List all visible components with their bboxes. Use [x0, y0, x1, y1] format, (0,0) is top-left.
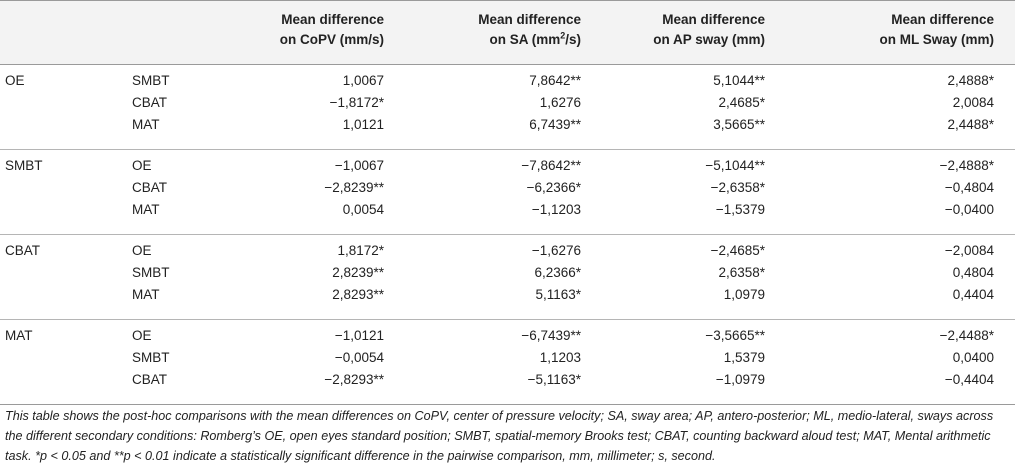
cell-ml: −0,0400 — [944, 202, 994, 217]
header-ap-sway: Mean difference on AP sway (mm) — [653, 12, 765, 47]
cell-copv: 0,0054 — [342, 202, 384, 217]
table-group: SMBT OE −1,0067 −7,8642** −5,1044** −2,4888* C… — [0, 150, 1015, 235]
cell-ap: −2,6358* — [710, 180, 765, 195]
header-sa: Mean difference on SA (mm2/s) — [478, 10, 581, 50]
group-label: SMBT — [5, 158, 43, 173]
table-row: OE SMBT 1,0067 7,8642** 5,1044** 2,4888* — [0, 70, 1015, 92]
table-row: CBAT OE 1,8172* −1,6276 −2,4685* −2,0084 — [0, 240, 1015, 262]
cell-ml: 0,0400 — [952, 350, 994, 365]
table-row: SMBT 2,8239** 6,2366* 2,6358* 0,4804 — [0, 262, 1015, 284]
comparison-label: OE — [132, 158, 152, 173]
table-row: MAT 2,8293** 5,1163* 1,0979 0,4404 — [0, 284, 1015, 306]
cell-ml: 2,4888* — [947, 73, 994, 88]
cell-sa: 5,1163* — [535, 287, 581, 302]
cell-ap: 2,6358* — [718, 265, 765, 280]
cell-ml: 2,0084 — [952, 95, 994, 110]
cell-copv: −2,8239** — [324, 180, 384, 195]
table-row: MAT OE −1,0121 −6,7439** −3,5665** −2,4488* — [0, 325, 1015, 347]
header-copv: Mean difference on CoPV (mm/s) — [279, 12, 384, 47]
cell-copv: 1,0121 — [342, 117, 384, 132]
comparison-label: SMBT — [132, 350, 170, 365]
comparison-label: CBAT — [132, 372, 168, 387]
header-sa-unit: on SA (mm2/s) — [489, 30, 581, 47]
group-label: MAT — [5, 328, 33, 343]
cell-ml: 2,4488* — [947, 117, 994, 132]
cell-sa: 1,1203 — [539, 350, 581, 365]
cell-ml: −0,4404 — [944, 372, 994, 387]
cell-copv: −1,0067 — [334, 158, 384, 173]
table-row: SMBT OE −1,0067 −7,8642** −5,1044** −2,4888* — [0, 155, 1015, 177]
group-label: CBAT — [5, 243, 41, 258]
cell-ap: 2,4685* — [718, 95, 765, 110]
table-group: CBAT OE 1,8172* −1,6276 −2,4685* −2,0084 SMBT 2… — [0, 235, 1015, 320]
comparison-label: MAT — [132, 287, 160, 302]
table-header: Mean difference on CoPV (mm/s) Mean diff… — [0, 0, 1015, 65]
cell-sa: −6,2366* — [526, 180, 581, 195]
cell-sa: −7,8642** — [521, 158, 581, 173]
cell-ml: 0,4804 — [952, 265, 994, 280]
cell-ap: 1,0979 — [723, 287, 765, 302]
cell-copv: −2,8293** — [324, 372, 384, 387]
comparison-label: SMBT — [132, 73, 170, 88]
cell-ap: −3,5665** — [705, 328, 765, 343]
cell-ap: −1,5379 — [715, 202, 765, 217]
cell-sa: −6,7439** — [521, 328, 581, 343]
table-row: CBAT −2,8293** −5,1163* −1,0979 −0,4404 — [0, 369, 1015, 391]
results-table: Mean difference on CoPV (mm/s) Mean diff… — [0, 0, 1015, 405]
cell-ml: −2,0084 — [944, 243, 994, 258]
table-row: SMBT −0,0054 1,1203 1,5379 0,0400 — [0, 347, 1015, 369]
comparison-label: OE — [132, 328, 152, 343]
comparison-label: MAT — [132, 202, 160, 217]
cell-ml: 0,4404 — [952, 287, 994, 302]
comparison-label: CBAT — [132, 180, 168, 195]
table-row: CBAT −2,8239** −6,2366* −2,6358* −0,4804 — [0, 177, 1015, 199]
comparison-label: OE — [132, 243, 152, 258]
cell-copv: 1,0067 — [342, 73, 384, 88]
cell-copv: −1,8172* — [329, 95, 384, 110]
cell-ap: 5,1044** — [713, 73, 765, 88]
cell-ap: −1,0979 — [715, 372, 765, 387]
table-group: OE SMBT 1,0067 7,8642** 5,1044** 2,4888* CBAT −… — [0, 65, 1015, 150]
table-caption: This table shows the post-hoc comparison… — [5, 409, 994, 463]
cell-ml: −0,4804 — [944, 180, 994, 195]
cell-sa: −1,6276 — [531, 243, 581, 258]
cell-ap: 3,5665** — [713, 117, 765, 132]
cell-copv: 2,8293** — [332, 287, 384, 302]
group-label: OE — [5, 73, 25, 88]
table-body: OE SMBT 1,0067 7,8642** 5,1044** 2,4888* CBAT −… — [0, 65, 1015, 405]
cell-sa: 7,8642** — [529, 73, 581, 88]
table-row: MAT 1,0121 6,7439** 3,5665** 2,4488* — [0, 114, 1015, 136]
cell-ap: −5,1044** — [705, 158, 765, 173]
cell-copv: 2,8239** — [332, 265, 384, 280]
cell-ap: 1,5379 — [723, 350, 765, 365]
cell-sa: 6,7439** — [529, 117, 581, 132]
cell-sa: 6,2366* — [534, 265, 581, 280]
cell-copv: 1,8172* — [337, 243, 384, 258]
cell-sa: 1,6276 — [539, 95, 581, 110]
comparison-label: MAT — [132, 117, 160, 132]
table-row: MAT 0,0054 −1,1203 −1,5379 −0,0400 — [0, 199, 1015, 221]
table-row: CBAT −1,8172* 1,6276 2,4685* 2,0084 — [0, 92, 1015, 114]
cell-sa: −5,1163* — [527, 372, 581, 387]
cell-ap: −2,4685* — [710, 243, 765, 258]
table-group: MAT OE −1,0121 −6,7439** −3,5665** −2,4488* SM… — [0, 320, 1015, 405]
header-ml-sway: Mean difference on ML Sway (mm) — [879, 12, 994, 47]
cell-ml: −2,4488* — [939, 328, 994, 343]
cell-ml: −2,4888* — [939, 158, 994, 173]
cell-sa: −1,1203 — [531, 202, 581, 217]
cell-copv: −1,0121 — [334, 328, 384, 343]
comparison-label: SMBT — [132, 265, 170, 280]
cell-copv: −0,0054 — [334, 350, 384, 365]
comparison-label: CBAT — [132, 95, 168, 110]
